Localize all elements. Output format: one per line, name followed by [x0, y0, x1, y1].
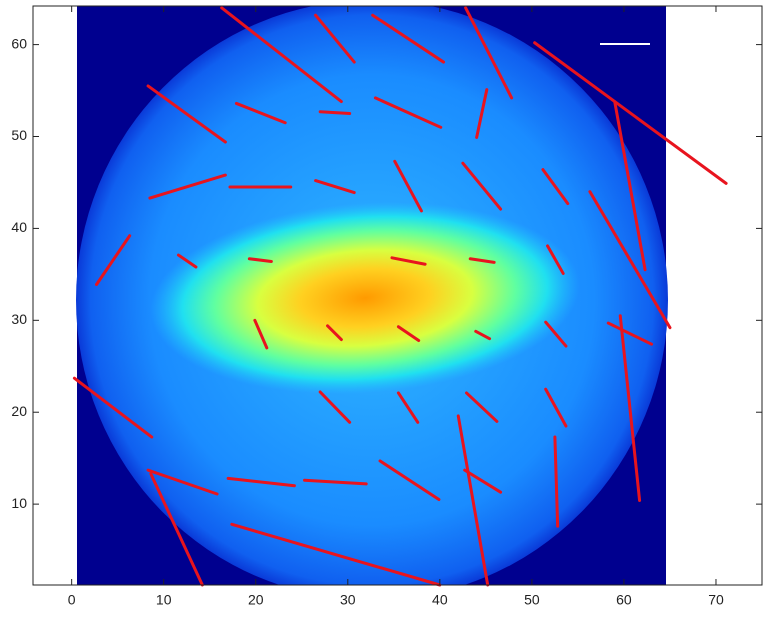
vector: [541, 168, 570, 206]
vector: [475, 88, 489, 139]
vector: [318, 390, 352, 424]
vector: [95, 234, 132, 286]
vector: [606, 321, 654, 346]
vector: [303, 478, 368, 486]
vector: [326, 324, 343, 342]
y-tick-label: 30: [11, 311, 27, 327]
vector: [546, 244, 565, 275]
vector: [396, 391, 420, 424]
vector: [226, 476, 296, 488]
vector: [588, 190, 672, 330]
frame: [32, 5, 763, 586]
y-tick-label: 20: [11, 403, 27, 419]
heatmap: [76, 6, 668, 585]
vector: [464, 6, 514, 100]
vector: [456, 414, 490, 587]
core: [150, 202, 580, 394]
vector: [544, 320, 568, 348]
vector: [247, 257, 273, 263]
x-tick-label: 70: [708, 592, 724, 608]
vector: [146, 468, 219, 496]
y-tick-label: 10: [11, 495, 27, 511]
vector: [318, 110, 352, 116]
x-tick-label: 30: [340, 592, 356, 608]
vector: [176, 253, 198, 269]
vector: [463, 468, 503, 494]
y-tick-label: 50: [11, 127, 27, 143]
vector: [72, 376, 154, 439]
vector: [533, 41, 728, 185]
vector: [148, 173, 227, 200]
vector: [253, 318, 269, 350]
x-tick-label: 0: [68, 592, 76, 608]
vector: [314, 179, 356, 195]
vector: [553, 435, 560, 528]
vector: [230, 522, 442, 587]
x-tick-label: 40: [432, 592, 448, 608]
vector: [378, 459, 441, 502]
vector: [149, 472, 204, 587]
vector: [314, 13, 356, 64]
vector: [393, 159, 423, 213]
vector: [461, 161, 503, 211]
x-tick-label: 50: [524, 592, 540, 608]
vector: [474, 329, 492, 341]
vector: [220, 6, 343, 104]
vector: [373, 96, 443, 129]
vector: [613, 100, 647, 272]
vectors: [72, 6, 728, 587]
x-tick-label: 20: [248, 592, 264, 608]
vector: [544, 387, 568, 428]
vector: [234, 101, 287, 125]
x-tick-label: 60: [616, 592, 632, 608]
vector: [468, 257, 496, 264]
vector: [618, 314, 642, 502]
y-tick-label: 60: [11, 35, 27, 51]
y-tick-label: 40: [11, 219, 27, 235]
vector: [390, 256, 427, 266]
x-tick-label: 10: [156, 592, 172, 608]
vector: [396, 325, 421, 343]
vector: [371, 13, 446, 64]
vector: [146, 84, 227, 144]
vector: [465, 391, 499, 423]
